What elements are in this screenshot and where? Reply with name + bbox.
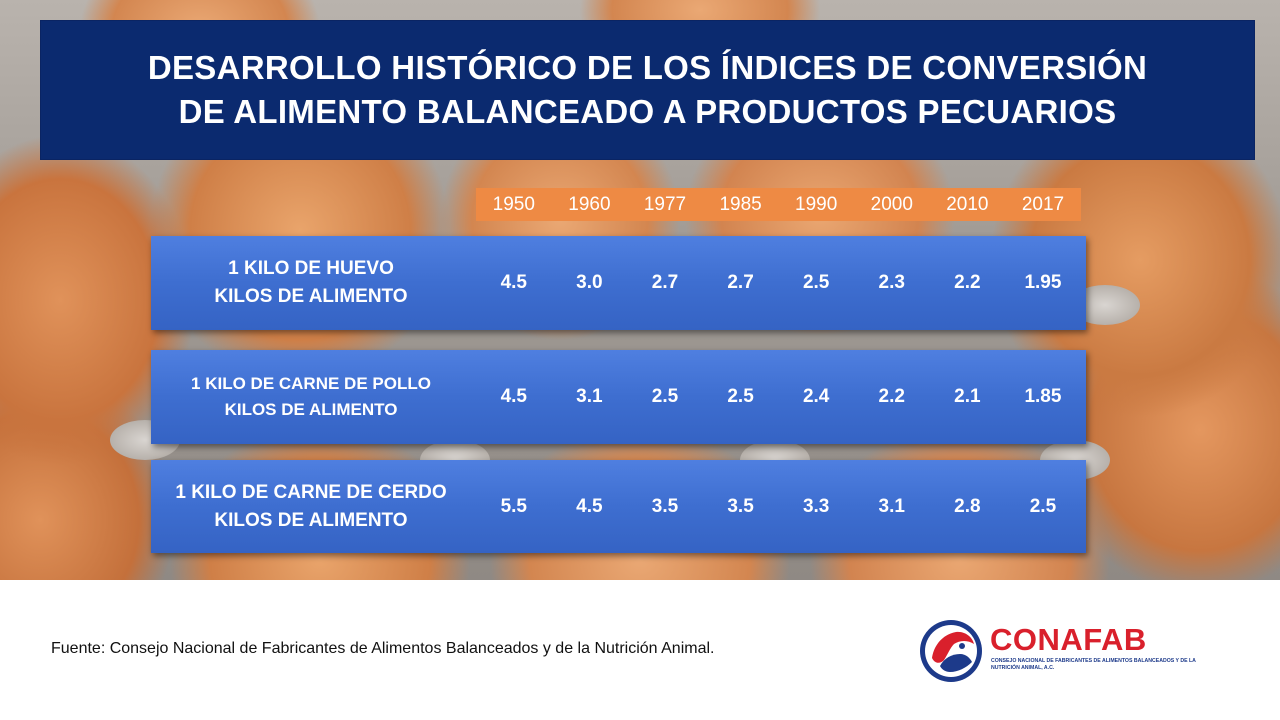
value-cell: 2.2 [878,386,905,407]
row-label-line-2: KILOS DE ALIMENTO [224,400,398,419]
year-cell: 2017 [1021,193,1065,215]
row-values: 4.5 3.0 2.7 2.7 2.5 2.3 2.2 1.95 [476,236,1081,330]
value-cell: 2.7 [727,272,754,293]
value-cell: 3.3 [802,495,830,517]
value-cell: 4.5 [500,386,527,407]
value-cell: 1.85 [1024,386,1062,407]
value-cell: 2.5 [651,386,679,407]
year-cell: 2000 [870,193,913,215]
year-cell: 2010 [946,193,989,215]
title-line-2: DE ALIMENTO BALANCEADO A PRODUCTOS PECUA… [178,93,1117,130]
logo-subtitle: CONSEJO NACIONAL DE FABRICANTES DE ALIME… [991,658,1196,671]
year-cell: 1977 [643,193,687,215]
value-cell: 2.5 [802,272,830,293]
logo-name: CONAFAB [990,622,1147,657]
row-label-line-1: 1 KILO DE HUEVO [228,258,394,279]
year-cell: 1960 [568,193,611,215]
row-egg: 1 KILO DE HUEVO KILOS DE ALIMENTO 4.5 3.… [151,236,1086,330]
value-cell: 2.1 [954,386,981,407]
value-cell: 3.5 [651,495,679,517]
row-values: 4.5 3.1 2.5 2.5 2.4 2.2 2.1 1.85 [476,350,1081,444]
year-cell: 1990 [795,193,838,215]
row-pork: 1 KILO DE CARNE DE CERDO KILOS DE ALIMEN… [151,460,1086,553]
value-cell: 3.5 [727,495,754,517]
value-cell: 4.5 [576,495,603,517]
row-label-line-2: KILOS DE ALIMENTO [214,509,408,531]
year-cell: 1950 [492,193,535,215]
row-values: 5.5 4.5 3.5 3.5 3.3 3.1 2.8 2.5 [476,460,1081,553]
value-cell: 2.3 [878,272,905,293]
value-cell: 2.5 [1029,495,1057,517]
value-cell: 1.95 [1024,272,1062,293]
row-label-line-1: 1 KILO DE CARNE DE POLLO [191,374,431,393]
year-cell: 1985 [719,193,762,215]
row-label: 1 KILO DE CARNE DE POLLO KILOS DE ALIMEN… [151,371,471,423]
conafab-emblem-icon [920,620,982,682]
row-label-line-1: 1 KILO DE CARNE DE CERDO [175,481,447,503]
value-cell: 2.2 [954,272,981,293]
value-cell: 3.1 [878,495,905,517]
conafab-logo: CONAFAB CONSEJO NACIONAL DE FABRICANTES … [918,618,1218,686]
value-cell: 5.5 [500,495,527,517]
source-note: Fuente: Consejo Nacional de Fabricantes … [51,640,715,657]
value-cell: 2.4 [802,386,830,407]
row-chicken: 1 KILO DE CARNE DE POLLO KILOS DE ALIMEN… [151,350,1086,444]
value-cell: 3.1 [576,386,603,407]
title-banner: DESARROLLO HISTÓRICO DE LOS ÍNDICES DE C… [40,20,1255,160]
row-label-line-2: KILOS DE ALIMENTO [214,286,408,307]
value-cell: 2.8 [954,495,981,517]
value-cell: 3.0 [576,272,603,293]
row-label: 1 KILO DE CARNE DE CERDO KILOS DE ALIMEN… [151,479,471,535]
value-cell: 2.7 [651,272,679,293]
row-label: 1 KILO DE HUEVO KILOS DE ALIMENTO [151,255,471,311]
value-cell: 4.5 [500,272,527,293]
title-line-1: DESARROLLO HISTÓRICO DE LOS ÍNDICES DE C… [147,49,1148,86]
year-header: 1950 1960 1977 1985 1990 2000 2010 2017 [476,188,1081,221]
value-cell: 2.5 [727,386,754,407]
